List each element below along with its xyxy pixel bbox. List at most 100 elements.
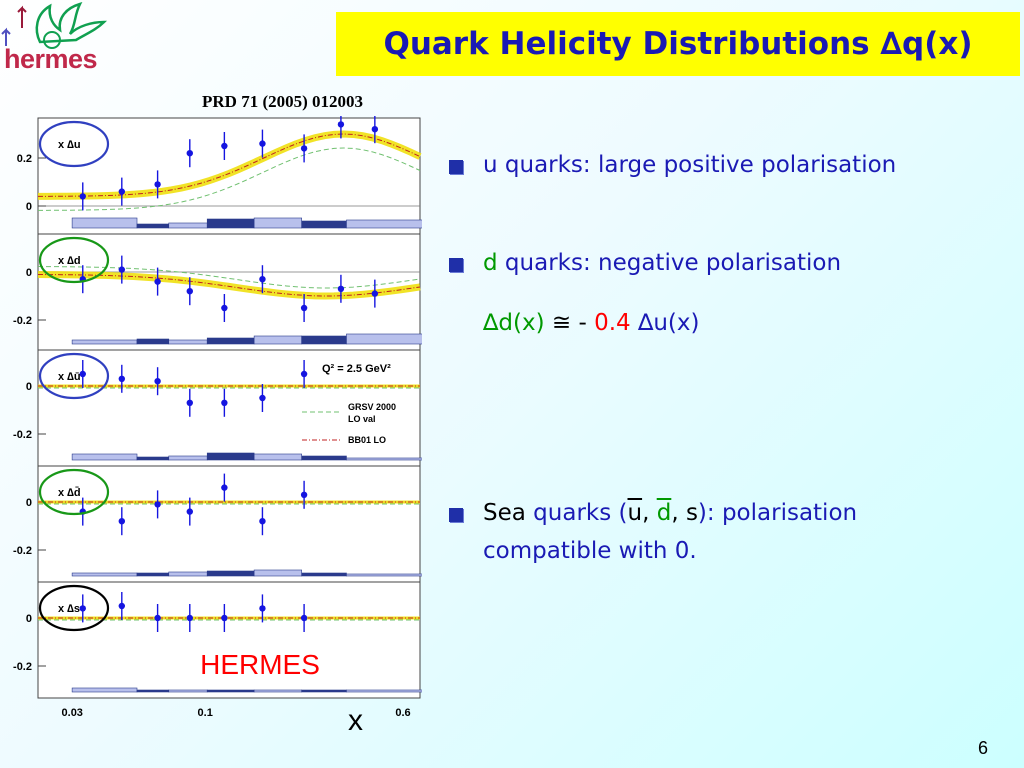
bullet-d-quarks-text: quarks: negative polarisation bbox=[497, 250, 842, 276]
dbar: d bbox=[656, 500, 672, 526]
systematic-bin bbox=[136, 338, 170, 345]
systematic-bin bbox=[346, 333, 424, 345]
y-tick-label: -0.2 bbox=[13, 545, 32, 557]
systematic-bin bbox=[206, 218, 255, 229]
systematic-bin bbox=[168, 571, 208, 577]
formula-approx: ≅ bbox=[551, 310, 572, 336]
data-point bbox=[186, 508, 193, 515]
data-point bbox=[221, 484, 228, 491]
data-point bbox=[300, 304, 308, 312]
title-banner: Quark Helicity Distributions ∆q(x) bbox=[336, 12, 1020, 76]
data-point bbox=[154, 501, 161, 508]
systematic-bin bbox=[168, 689, 208, 693]
panel-label: x ∆d̄ bbox=[58, 487, 81, 499]
hermes-wings-icon bbox=[1, 2, 108, 49]
data-point bbox=[154, 614, 161, 622]
panel-label: x ∆ū bbox=[58, 371, 81, 383]
y-tick-label: 0 bbox=[26, 497, 32, 509]
citation: PRD 71 (2005) 012003 bbox=[202, 92, 364, 111]
data-point bbox=[300, 370, 308, 378]
d-letter: d bbox=[483, 250, 498, 276]
panel-label-circle bbox=[38, 120, 110, 168]
data-point bbox=[221, 304, 228, 312]
data-point bbox=[300, 145, 308, 152]
x-tick-label: 0.1 bbox=[198, 707, 213, 719]
systematic-bin bbox=[301, 220, 347, 229]
sea-word: Sea bbox=[483, 500, 526, 526]
legend-grsv-label-2: LO val bbox=[348, 414, 376, 424]
systematic-bin bbox=[206, 570, 255, 577]
systematic-bin bbox=[136, 572, 170, 577]
data-point bbox=[154, 278, 161, 285]
sea-quarks-open: quarks ( bbox=[533, 500, 628, 526]
systematic-bin bbox=[71, 217, 138, 229]
data-point bbox=[371, 290, 379, 297]
systematic-bin bbox=[346, 219, 424, 229]
systematic-bin bbox=[206, 689, 255, 693]
systematic-bin bbox=[301, 455, 347, 461]
systematic-bin bbox=[71, 453, 138, 461]
systematic-bin bbox=[71, 339, 138, 345]
formula-coef: 0.4 bbox=[594, 310, 631, 336]
y-tick-label: 0 bbox=[26, 201, 32, 213]
bullet-marker bbox=[449, 258, 463, 272]
systematic-bin bbox=[71, 572, 138, 577]
y-tick-label: 0 bbox=[26, 613, 32, 625]
bullet-marker bbox=[449, 508, 463, 522]
grsv-curve bbox=[37, 147, 421, 211]
systematic-bin bbox=[346, 689, 424, 693]
data-point bbox=[259, 605, 266, 612]
panel-label: x ∆d bbox=[58, 255, 81, 267]
data-point bbox=[337, 285, 345, 292]
data-point bbox=[337, 121, 345, 128]
data-point bbox=[221, 142, 228, 150]
bullet-u-quarks: u quarks: large positive polarisation bbox=[483, 152, 897, 178]
formula-lhs: ∆d(x) bbox=[483, 310, 545, 336]
systematic-bin bbox=[168, 222, 208, 229]
bb01-curve bbox=[37, 133, 421, 197]
systematic-bin bbox=[301, 572, 347, 577]
data-point bbox=[300, 491, 308, 498]
panel-label-circle bbox=[38, 236, 110, 284]
systematic-bin bbox=[253, 453, 302, 461]
hermes-label: HERMES bbox=[200, 649, 320, 680]
data-point bbox=[259, 276, 266, 283]
comma: , bbox=[642, 500, 650, 526]
ubar: u bbox=[627, 500, 643, 526]
data-point bbox=[221, 399, 228, 406]
panel-label: x ∆s bbox=[58, 603, 80, 615]
y-tick-label: 0 bbox=[26, 267, 32, 279]
systematic-bin bbox=[206, 337, 255, 345]
data-point bbox=[186, 150, 193, 157]
bb01-curve bbox=[37, 274, 421, 297]
data-point bbox=[154, 181, 161, 188]
y-tick-label: -0.2 bbox=[13, 429, 32, 441]
formula-rhs: ∆u(x) bbox=[637, 310, 700, 336]
systematic-bin bbox=[168, 455, 208, 461]
systematic-bin bbox=[253, 217, 302, 229]
systematic-bin bbox=[168, 339, 208, 345]
bullet-d-quarks: d quarks: negative polarisation bbox=[483, 250, 841, 276]
data-point bbox=[259, 394, 266, 402]
y-tick-label: -0.2 bbox=[13, 661, 32, 673]
systematic-bin bbox=[253, 569, 302, 577]
y-tick-label: 0 bbox=[26, 381, 32, 393]
formula-minus: - bbox=[578, 310, 587, 336]
logo-text: hermes bbox=[4, 44, 98, 74]
bullet-marker bbox=[449, 160, 463, 174]
s-quark: s bbox=[685, 500, 698, 526]
data-point bbox=[79, 193, 86, 200]
systematic-bin bbox=[136, 456, 170, 461]
data-point bbox=[186, 614, 193, 622]
page-number: 6 bbox=[978, 738, 989, 758]
panel-label: x ∆u bbox=[58, 139, 81, 151]
systematic-bin bbox=[301, 689, 347, 693]
legend-bb01-label: BB01 LO bbox=[348, 435, 386, 445]
systematic-bin bbox=[253, 335, 302, 345]
hermes-logo: hermes bbox=[0, 0, 118, 90]
panel-label-circle bbox=[38, 584, 110, 632]
data-point bbox=[221, 614, 228, 622]
comma: , bbox=[671, 500, 679, 526]
legend-grsv-label: GRSV 2000 bbox=[348, 402, 396, 412]
data-point bbox=[118, 518, 126, 525]
